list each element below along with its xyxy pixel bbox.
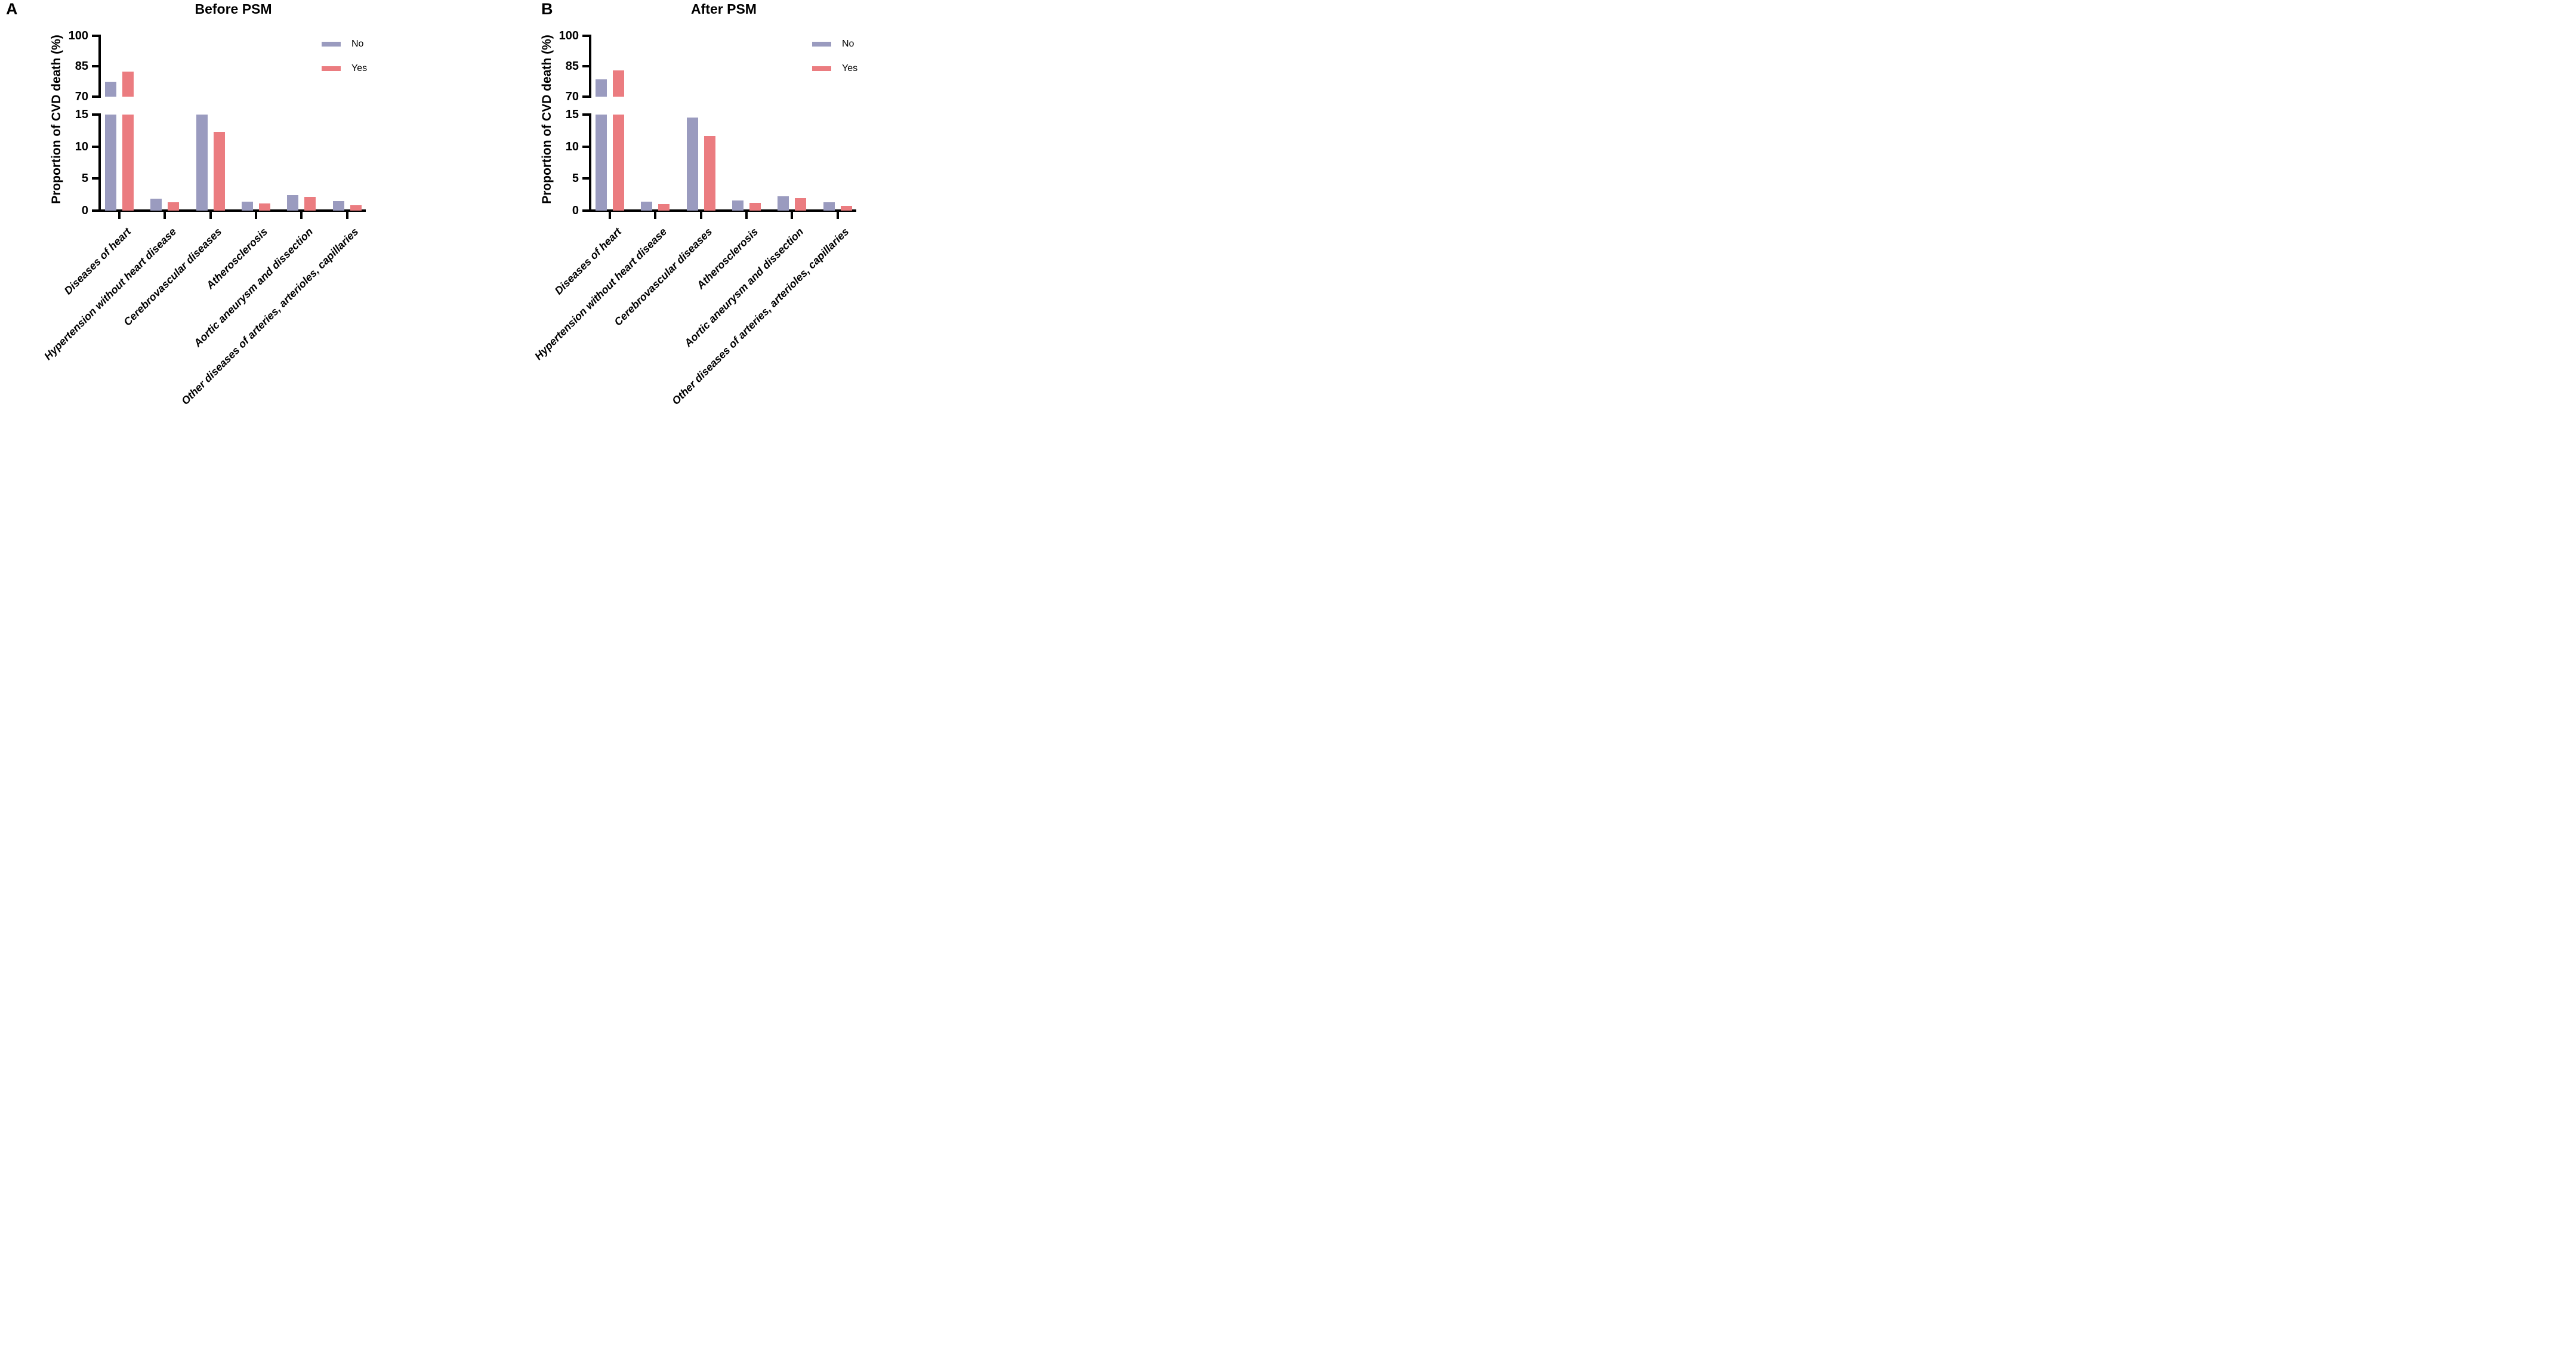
x-tick-atherosclerosis [254,212,257,219]
bar-no-hypertension-without-heart-disease [150,198,162,211]
bar-upper-yes-diseases-of-heart [613,70,624,97]
bar-yes-atherosclerosis [749,203,761,211]
x-tick-hypertension-without-heart-disease [163,212,166,219]
y-tick-label-70: 70 [565,90,579,103]
x-axis-line [589,209,856,212]
bar-yes-diseases-of-heart [613,115,624,211]
panel-letter-b: B [541,0,553,18]
panel-before-psm: A Before PSM Proportion of CVD death (%)… [0,0,368,450]
y-tick-label-10: 10 [565,140,579,153]
bar-no-atherosclerosis [241,201,253,211]
y-tick-15 [582,113,589,116]
legend: No Yes [322,38,368,87]
legend-label-yes: Yes [842,63,858,73]
plot-area-before-psm: 70 85 100 0 5 10 15 Diseases of heart Hypertensi… [0,0,368,450]
y-tick-label-100: 100 [68,29,88,42]
legend-swatch-yes [322,66,341,71]
y-axis-lower-segment [98,113,101,212]
legend: No Yes [812,38,859,87]
bar-no-diseases-of-heart [596,115,607,211]
y-tick-label-85: 85 [565,60,579,73]
y-tick-85 [92,65,98,67]
panel-title-after-psm: After PSM [691,1,757,17]
y-tick-label-15: 15 [75,108,88,121]
bar-no-cerebrovascular-diseases [196,115,208,211]
legend-swatch-no [322,42,341,47]
y-tick-label-10: 10 [75,140,88,153]
y-tick-label-100: 100 [559,29,579,42]
legend-item-no: No [812,38,859,63]
legend-label-no: No [351,39,364,49]
y-axis-upper-segment [98,35,101,98]
y-axis-upper-segment [589,35,591,98]
bar-upper-yes-diseases-of-heart [122,72,134,97]
bar-no-atherosclerosis [732,200,744,211]
y-tick-5 [582,177,589,180]
bar-no-cerebrovascular-diseases [686,118,698,211]
y-tick-100 [92,35,98,37]
bar-yes-diseases-of-heart [122,115,134,211]
bar-no-aortic-aneurysm-and-dissection [778,196,789,211]
bar-yes-other-diseases-of-arteries-arterioles-capillaries [350,205,362,211]
legend-item-no: No [322,38,368,63]
y-tick-10 [582,145,589,148]
legend-label-no: No [842,39,854,49]
y-tick-15 [92,113,98,116]
legend-item-yes: Yes [322,63,368,87]
bar-no-other-diseases-of-arteries-arterioles-capillaries [332,200,344,211]
y-tick-10 [92,145,98,148]
x-tick-other-diseases-of-arteries-arterioles-capillaries [345,212,348,219]
y-tick-label-85: 85 [75,60,88,73]
x-tick-diseases-of-heart [118,212,121,219]
legend-swatch-yes [812,66,831,71]
bar-no-hypertension-without-heart-disease [641,201,653,211]
y-tick-100 [582,35,589,37]
x-axis-line [98,209,366,212]
bar-yes-atherosclerosis [258,203,270,211]
legend-swatch-no [812,42,831,47]
y-tick-label-5: 5 [572,172,579,186]
y-axis-lower-segment [589,113,591,212]
bar-no-aortic-aneurysm-and-dissection [287,195,299,211]
y-tick-label-70: 70 [75,90,88,103]
bar-upper-no-diseases-of-heart [596,79,607,97]
x-tick-diseases-of-heart [609,212,611,219]
legend-label-yes: Yes [351,63,368,73]
x-tick-atherosclerosis [745,212,748,219]
x-tick-hypertension-without-heart-disease [654,212,657,219]
y-tick-5 [92,177,98,180]
y-tick-85 [582,65,589,67]
bar-upper-no-diseases-of-heart [105,82,116,97]
y-tick-0 [582,209,589,212]
y-tick-label-15: 15 [565,108,579,121]
category-label-other-diseases-of-arteries-arterioles-capillaries: Other diseases of arteries, arterioles, … [179,226,361,408]
bar-no-diseases-of-heart [105,115,116,211]
x-tick-cerebrovascular-diseases [209,212,212,219]
x-tick-aortic-aneurysm-and-dissection [300,212,303,219]
y-tick-label-5: 5 [81,172,88,186]
x-tick-cerebrovascular-diseases [699,212,702,219]
figure-canvas: A Before PSM Proportion of CVD death (%)… [0,0,859,450]
category-label-other-diseases-of-arteries-arterioles-capillaries: Other diseases of arteries, arterioles, … [670,226,852,408]
x-tick-aortic-aneurysm-and-dissection [791,212,794,219]
x-tick-other-diseases-of-arteries-arterioles-capillaries [836,212,839,219]
bar-no-other-diseases-of-arteries-arterioles-capillaries [823,202,835,211]
bar-yes-hypertension-without-heart-disease [168,202,180,211]
plot-area-after-psm: 70 85 100 0 5 10 15 Diseases of heart Hypertensi… [490,0,859,450]
bar-yes-hypertension-without-heart-disease [658,204,670,211]
bar-yes-other-diseases-of-arteries-arterioles-capillaries [840,206,852,211]
y-tick-label-0: 0 [572,204,579,217]
panel-letter-a: A [6,0,18,18]
bar-yes-aortic-aneurysm-and-dissection [304,197,316,211]
y-tick-70 [92,95,98,98]
panel-title-before-psm: Before PSM [195,1,272,17]
bar-yes-cerebrovascular-diseases [704,136,715,211]
legend-item-yes: Yes [812,63,859,87]
y-tick-0 [92,209,98,212]
bar-yes-aortic-aneurysm-and-dissection [795,197,807,211]
panel-after-psm: B After PSM Proportion of CVD death (%) … [490,0,859,450]
y-tick-70 [582,95,589,98]
bar-yes-cerebrovascular-diseases [213,131,225,211]
y-tick-label-0: 0 [81,204,88,217]
